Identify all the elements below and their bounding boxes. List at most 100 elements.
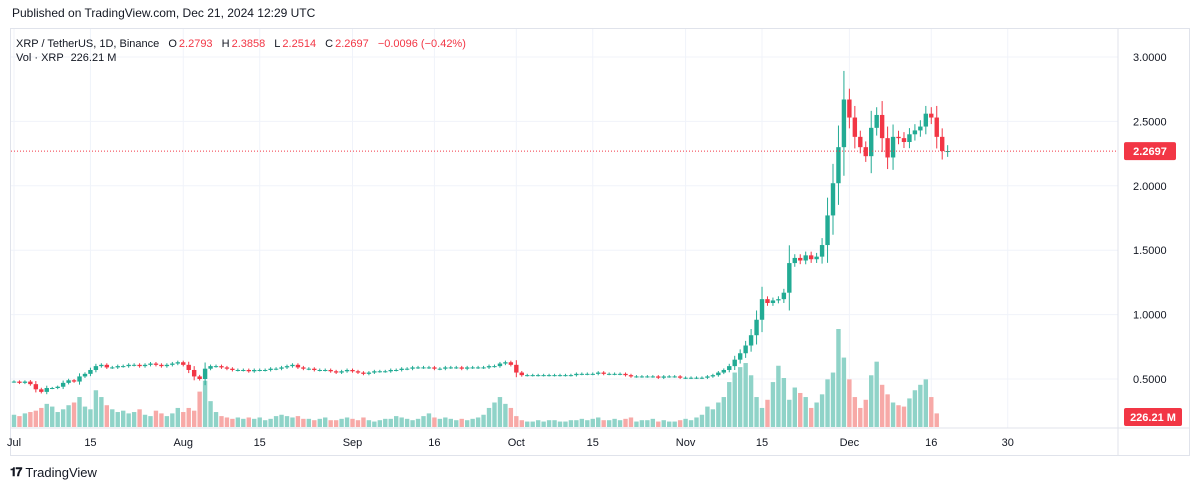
volume-bar	[213, 412, 219, 427]
tradingview-logo[interactable]: 𝟏𝟕 TradingView	[10, 465, 97, 480]
volume-bar	[929, 397, 934, 427]
candle-body	[617, 373, 623, 375]
volume-bar	[885, 394, 890, 427]
candle-body	[585, 373, 590, 375]
volume-bar	[486, 407, 492, 427]
candle-body	[366, 372, 372, 374]
candle-body	[268, 368, 273, 370]
last-price-badge	[1124, 142, 1176, 161]
volume-bar	[448, 418, 453, 427]
candle-body	[142, 364, 148, 367]
volume-bar	[202, 380, 208, 427]
volume-bar	[33, 410, 39, 427]
volume-bar	[333, 420, 339, 427]
candle-body	[841, 99, 847, 148]
candle-body	[454, 367, 459, 369]
volume-bar	[579, 418, 585, 427]
volume-bar	[830, 372, 836, 427]
volume-bar	[104, 405, 110, 427]
volume-bar	[372, 421, 377, 427]
volume-bar	[645, 420, 650, 427]
last-volume-badge	[1124, 408, 1182, 426]
y-tick-label: 2.0000	[1133, 181, 1167, 193]
tradingview-logo-icon: 𝟏𝟕	[10, 465, 22, 479]
volume-bar	[535, 420, 541, 427]
candle-body	[470, 367, 475, 369]
candle-body	[339, 371, 344, 373]
symbol-label[interactable]: XRP / TetherUS, 1D, Binance	[16, 38, 160, 50]
volume-bar	[852, 397, 858, 427]
volume-bar	[792, 387, 797, 427]
volume-bar	[82, 406, 88, 427]
candle-body	[355, 371, 361, 373]
volume-bar	[186, 407, 191, 427]
volume-bar	[246, 417, 251, 427]
volume-bar	[355, 420, 361, 427]
candle-body	[825, 215, 830, 246]
volume-bar	[290, 417, 295, 427]
candle-body	[940, 136, 945, 152]
candle-body	[317, 369, 322, 371]
volume-bar	[896, 405, 901, 427]
volume-bar	[323, 417, 328, 427]
candle-body	[230, 368, 235, 370]
volume-bar	[874, 361, 879, 427]
volume-bar	[470, 418, 475, 427]
candle-body	[77, 376, 82, 382]
candle-body	[252, 369, 257, 372]
volume-bar	[557, 421, 563, 427]
candle-body	[519, 372, 524, 376]
candle-body	[191, 369, 197, 377]
x-tick-label: 15	[587, 437, 599, 449]
volume-bar	[836, 329, 841, 427]
volume-bar	[617, 420, 623, 427]
candle-body	[104, 364, 110, 368]
volume-bar	[99, 397, 104, 427]
candle-body	[661, 376, 666, 378]
volume-bar	[164, 416, 170, 427]
volume-bar	[60, 409, 66, 427]
candle-body	[557, 375, 563, 377]
candle-body	[88, 369, 93, 374]
x-tick-label: 16	[925, 437, 937, 449]
candle-body	[246, 369, 251, 372]
candle-body	[814, 256, 819, 260]
x-tick-label: 16	[428, 437, 440, 449]
candle-body	[770, 300, 776, 304]
volume-bar	[688, 420, 694, 427]
volume-bar	[781, 378, 787, 427]
volume-bar	[197, 391, 202, 427]
volume-label[interactable]: Vol · XRP	[16, 52, 64, 64]
candle-body	[295, 364, 301, 368]
candle-body	[934, 117, 939, 137]
volume-bar	[890, 402, 896, 427]
candle-body	[754, 319, 759, 336]
volume-bar	[295, 416, 301, 427]
candle-body	[93, 366, 99, 370]
candle-body	[421, 367, 426, 369]
volume-bar	[694, 417, 699, 427]
candle-body	[459, 367, 464, 369]
candle-body	[901, 138, 907, 143]
candle-body	[464, 367, 470, 369]
volume-bar	[667, 421, 672, 427]
candle-body	[121, 366, 126, 368]
volume-bar	[912, 390, 918, 427]
candle-body	[721, 369, 726, 373]
volume-bar	[17, 416, 22, 427]
candle-body	[443, 367, 448, 369]
volume-bar	[814, 402, 819, 427]
x-tick-label: Nov	[676, 437, 696, 449]
candle-body	[115, 366, 120, 368]
candle-body	[568, 375, 574, 377]
candle-body	[699, 377, 705, 379]
volume-bar	[317, 418, 322, 427]
volume-bar	[525, 421, 530, 427]
candle-body	[224, 367, 230, 369]
candle-body	[175, 362, 180, 364]
candle-body	[257, 369, 262, 371]
candle-body	[126, 364, 131, 367]
candle-body	[639, 376, 645, 378]
candle-body	[202, 368, 208, 379]
